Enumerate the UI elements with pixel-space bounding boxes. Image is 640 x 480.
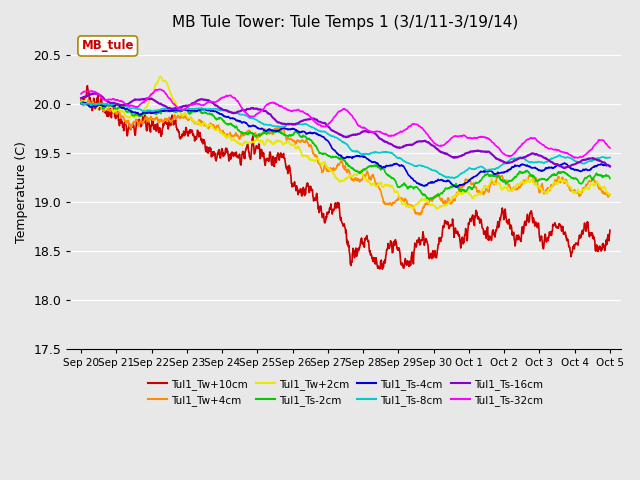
- Legend: Tul1_Tw+10cm, Tul1_Tw+4cm, Tul1_Tw+2cm, Tul1_Ts-2cm, Tul1_Ts-4cm, Tul1_Ts-8cm, T: Tul1_Tw+10cm, Tul1_Tw+4cm, Tul1_Tw+2cm, …: [144, 375, 547, 410]
- Y-axis label: Temperature (C): Temperature (C): [15, 142, 28, 243]
- Title: MB Tule Tower: Tule Temps 1 (3/1/11-3/19/14): MB Tule Tower: Tule Temps 1 (3/1/11-3/19…: [172, 15, 518, 30]
- Text: MB_tule: MB_tule: [81, 39, 134, 52]
